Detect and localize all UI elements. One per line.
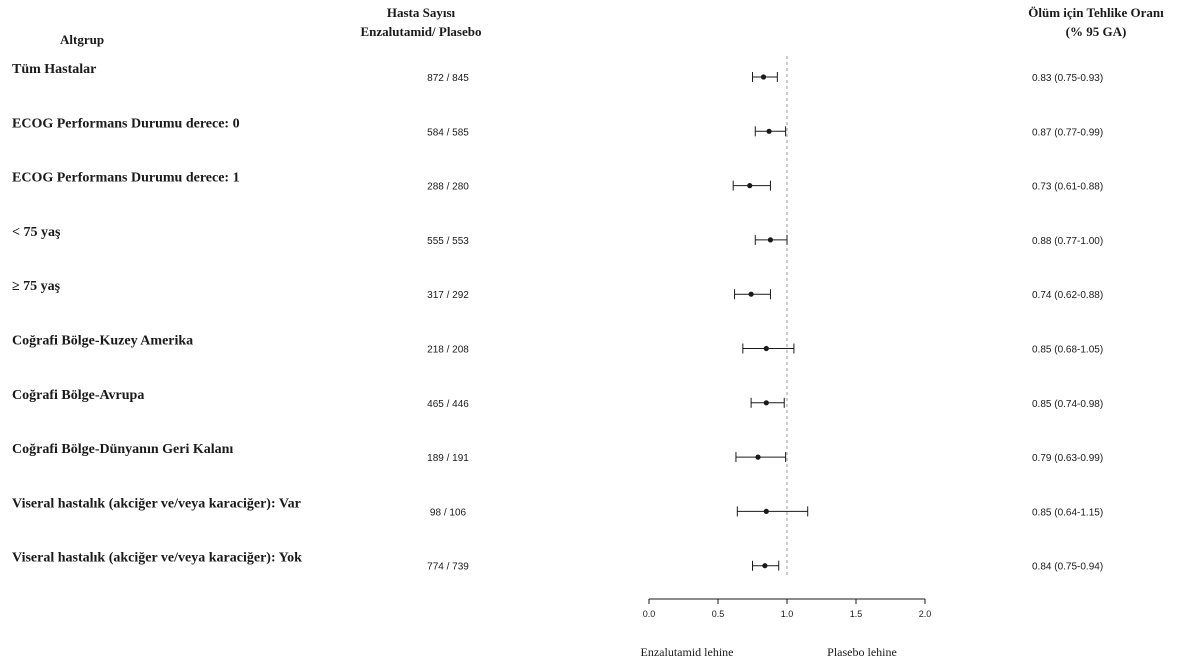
point-estimate	[760, 74, 767, 80]
point-estimate	[762, 563, 768, 569]
point-estimate	[766, 128, 772, 134]
subgroup-label: ECOG Performans Durumu derece: 1	[12, 171, 240, 186]
patient-count: 584 / 585	[427, 127, 469, 138]
x-tick-label: 1.0	[781, 609, 794, 619]
patient-count: 872 / 845	[427, 73, 469, 84]
header-hr-line1: Ölüm için Tehlike Oranı	[1028, 5, 1164, 20]
point-estimate	[763, 508, 769, 514]
subgroup-label: Viseral hastalık (akciğer ve/veya karaci…	[12, 551, 302, 566]
subgroup-label: Coğrafi Bölge-Avrupa	[12, 388, 144, 403]
x-tick-label: 0.0	[643, 609, 656, 619]
hazard-ratio-text: 0.85 (0.74-0.98)	[1032, 399, 1103, 410]
header-hr-line2: (% 95 GA)	[1066, 24, 1127, 39]
x-axis: 0.0 0.5 1.0 1.5 2.0	[643, 598, 932, 619]
x-tick-label: 1.5	[850, 609, 863, 619]
favor-right-label: Plasebo lehine	[827, 645, 897, 659]
point-estimate	[747, 183, 753, 189]
favor-left-label: Enzalutamid lehine	[641, 645, 734, 659]
patient-count: 189 / 191	[427, 453, 469, 464]
patient-count: 218 / 208	[427, 345, 469, 356]
patient-count: 774 / 739	[427, 562, 469, 573]
point-estimate	[763, 345, 769, 352]
hazard-ratio-text: 0.79 (0.63-0.99)	[1032, 453, 1103, 464]
patient-count: 317 / 292	[427, 290, 469, 301]
hazard-ratio-text: 0.73 (0.61-0.88)	[1032, 182, 1103, 193]
subgroup-label: ECOG Performans Durumu derece: 0	[12, 116, 240, 131]
patient-count: 288 / 280	[427, 182, 469, 193]
hazard-ratio-text: 0.74 (0.62-0.88)	[1032, 290, 1103, 301]
hazard-ratio-text: 0.87 (0.77-0.99)	[1032, 127, 1103, 138]
hazard-ratio-text: 0.84 (0.75-0.94)	[1032, 562, 1103, 573]
hazard-ratio-text: 0.85 (0.68-1.05)	[1032, 345, 1103, 356]
subgroup-label: Coğrafi Bölge-Dünyanın Geri Kalanı	[12, 442, 233, 457]
hazard-ratio-text: 0.88 (0.77-1.00)	[1032, 236, 1103, 247]
header-counts-line1: Hasta Sayısı	[387, 5, 456, 20]
subgroup-label: Viseral hastalık (akciğer ve/veya karaci…	[12, 496, 301, 511]
hazard-ratio-text: 0.85 (0.64-1.15)	[1032, 507, 1103, 518]
subgroup-label: < 75 yaş	[12, 225, 61, 240]
patient-count: 555 / 553	[427, 236, 469, 247]
subgroup-label: Tüm Hastalar	[12, 62, 96, 77]
header-subgroup: Altgrup	[60, 32, 104, 47]
header-counts-line2: Enzalutamid/ Plasebo	[361, 24, 482, 39]
point-estimate	[763, 400, 769, 406]
rows-layer: Tüm Hastalar 872 / 845 0.83 (0.75-0.93) ECO…	[12, 56, 1103, 578]
x-tick-label: 0.5	[712, 609, 725, 619]
patient-count: 98 / 106	[430, 507, 467, 518]
hazard-ratio-text: 0.83 (0.75-0.93)	[1032, 73, 1103, 84]
x-tick-label: 2.0	[919, 609, 932, 619]
patient-count: 465 / 446	[427, 399, 469, 410]
point-estimate	[755, 454, 761, 460]
point-estimate	[767, 237, 774, 243]
point-estimate	[748, 291, 754, 297]
subgroup-label: Coğrafi Bölge-Kuzey Amerika	[12, 334, 193, 349]
subgroup-label: ≥ 75 yaş	[12, 279, 61, 294]
